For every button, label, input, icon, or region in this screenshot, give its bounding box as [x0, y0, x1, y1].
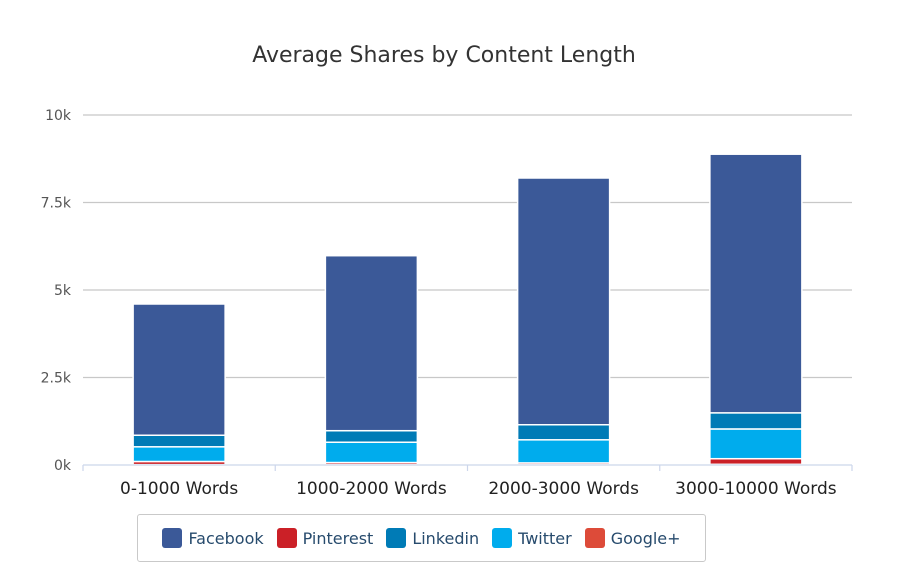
y-tick-label: 5k: [54, 283, 72, 299]
x-tick-label: 2000-3000 Words: [488, 479, 639, 499]
legend-item-facebook[interactable]: Facebook: [162, 528, 264, 548]
legend-item-google-[interactable]: Google+: [584, 528, 681, 548]
chart-title: Average Shares by Content Length: [252, 43, 636, 68]
legend-label: Twitter: [518, 528, 572, 548]
legend-swatch: [584, 528, 605, 548]
y-tick-label: 2.5k: [41, 371, 72, 387]
legend-label: Linkedin: [412, 528, 480, 548]
legend-swatch: [162, 528, 183, 548]
bars: [132, 153, 803, 466]
legend-item-linkedin[interactable]: Linkedin: [386, 528, 479, 548]
bar-segment-linkedin[interactable]: [516, 424, 611, 441]
x-axis-ticks: 0-1000 Words 1000-2000 Words 2000-3000 Wor…: [120, 479, 837, 499]
bar-segment-twitter[interactable]: [709, 428, 803, 460]
bar-segment-linkedin[interactable]: [709, 412, 803, 430]
x-axis: [82, 464, 853, 471]
legend-label: Google+: [610, 528, 681, 548]
legend-swatch: [386, 528, 407, 548]
bar-segment-facebook[interactable]: [516, 177, 611, 426]
legend: Facebook Pinterest Linkedin Twitter Google+: [137, 514, 706, 562]
x-tick-label: 3000-10000 Words: [675, 479, 837, 499]
x-tick-label: 0-1000 Words: [120, 479, 238, 499]
legend-item-pinterest[interactable]: Pinterest: [276, 528, 374, 548]
legend-item-twitter[interactable]: Twitter: [492, 528, 572, 548]
y-tick-label: 7.5k: [41, 196, 72, 212]
bar-segment-facebook[interactable]: [709, 153, 803, 414]
y-axis-ticks: 0k 2.5k 5k 7.5k 10k: [41, 108, 72, 474]
y-tick-label: 10k: [45, 108, 72, 124]
bar-segment-facebook[interactable]: [132, 303, 226, 436]
y-tick-label: 0k: [54, 458, 72, 474]
legend-label: Pinterest: [302, 528, 374, 548]
legend-swatch: [276, 528, 297, 548]
bar-segment-twitter[interactable]: [132, 446, 226, 463]
legend-swatch: [492, 528, 513, 548]
bar-segment-pinterest[interactable]: [709, 457, 803, 466]
bar-segment-linkedin[interactable]: [324, 429, 419, 444]
bar-segment-twitter[interactable]: [324, 441, 419, 464]
bar-segment-linkedin[interactable]: [132, 434, 226, 448]
legend-label: Facebook: [188, 528, 264, 548]
bar-segment-twitter[interactable]: [516, 439, 611, 464]
x-tick-label: 1000-2000 Words: [296, 479, 447, 499]
bar-segment-facebook[interactable]: [324, 254, 419, 432]
